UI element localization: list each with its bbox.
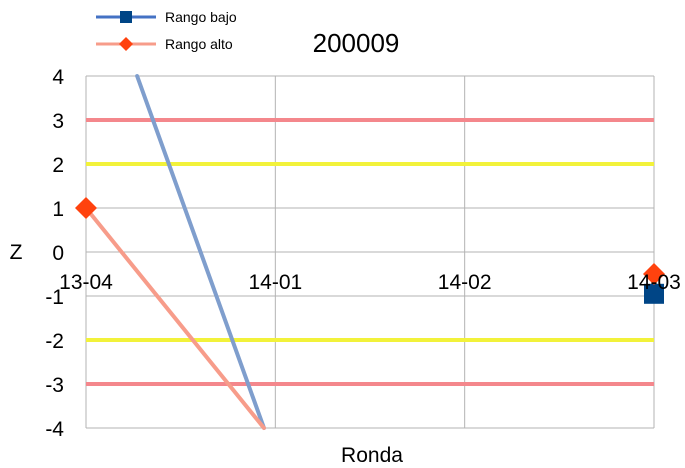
chart-title: 200009 xyxy=(313,28,400,58)
gridlines xyxy=(85,75,655,429)
series-line-rango-bajo xyxy=(135,74,266,430)
x-tick-label: 14-01 xyxy=(248,271,302,294)
data-point-rango-bajo xyxy=(644,283,664,304)
y-tick-label: -1 xyxy=(45,286,64,309)
y-tick-labels: 4 3 2 1 0 -1 -2 -3 -4 xyxy=(45,66,64,441)
y-tick-label: -4 xyxy=(45,418,64,441)
y-tick-label: 2 xyxy=(52,154,64,177)
x-axis-title: Ronda xyxy=(341,444,403,467)
x-tick-label: 13-04 xyxy=(59,271,113,294)
data-point-rango-alto xyxy=(643,263,665,285)
x-tick-label: 14-03 xyxy=(627,271,681,294)
y-tick-label: -2 xyxy=(45,330,64,353)
legend-label-rango-alto: Rango alto xyxy=(165,36,233,52)
y-tick-label: 4 xyxy=(52,66,64,89)
series-lines xyxy=(84,74,266,430)
x-tick-label: 14-02 xyxy=(438,271,492,294)
legend: Rango bajo Rango alto xyxy=(96,9,237,52)
x-tick-labels: 13-04 14-01 14-02 14-03 xyxy=(59,271,681,294)
legend-marker-rango-alto xyxy=(119,37,133,51)
legend-marker-rango-bajo xyxy=(120,11,132,23)
y-axis-title: Z xyxy=(10,241,23,264)
y-tick-label: 3 xyxy=(52,110,64,133)
series-markers xyxy=(75,197,665,304)
series-line-rango-alto xyxy=(84,206,266,430)
y-tick-label: -3 xyxy=(45,374,64,397)
legend-label-rango-bajo: Rango bajo xyxy=(165,9,237,25)
y-tick-label: 0 xyxy=(52,242,64,265)
reference-lines xyxy=(86,118,654,386)
data-point-rango-alto xyxy=(75,197,97,219)
y-tick-label: 1 xyxy=(52,198,64,221)
